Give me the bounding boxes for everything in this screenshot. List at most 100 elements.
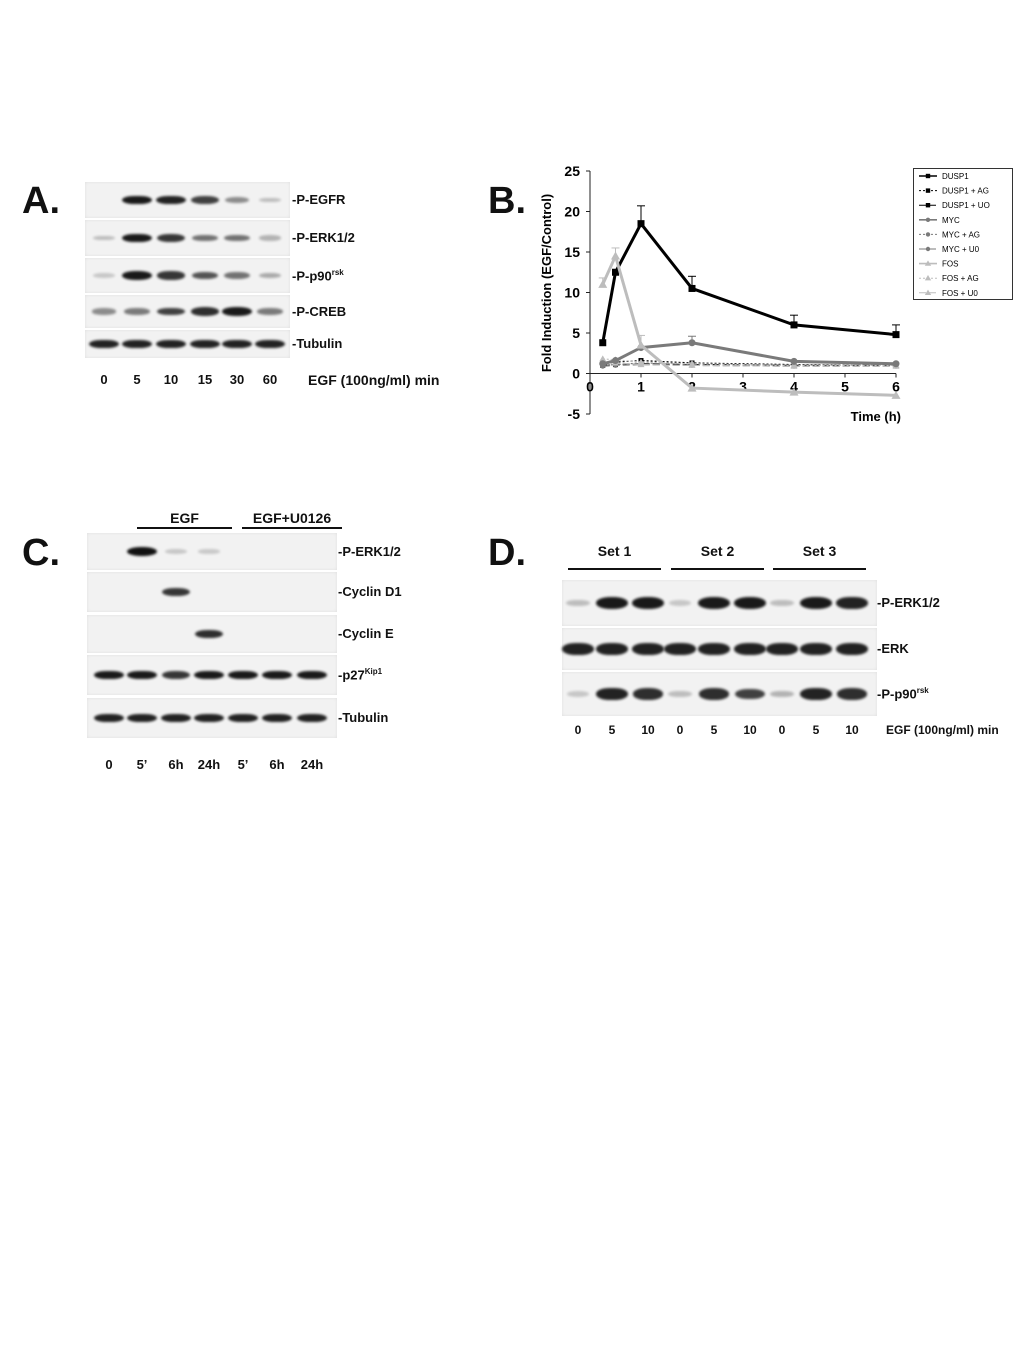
panel-c-letter: C. <box>22 532 60 574</box>
band <box>156 339 186 349</box>
legend-marker <box>925 246 931 252</box>
data-point <box>688 339 696 347</box>
y-tick-label: 0 <box>572 366 580 382</box>
legend-entry: MYC + U0 <box>942 245 980 254</box>
y-tick-label: 15 <box>564 244 580 260</box>
band <box>122 233 152 243</box>
band <box>224 196 250 204</box>
protein-name: -P-p90 <box>877 686 917 702</box>
band <box>91 308 117 315</box>
band <box>800 643 832 655</box>
y-axis-label: Fold Induction (EGF/Control) <box>539 194 554 372</box>
blot-strip <box>85 295 290 328</box>
x-tick-label: 1 <box>637 379 645 395</box>
series-line <box>602 358 896 366</box>
set-bracket-2 <box>671 568 764 570</box>
data-point <box>688 284 696 292</box>
blot-strip <box>87 572 337 612</box>
band <box>161 670 191 680</box>
panel-d-letter: D. <box>488 532 526 574</box>
series-line <box>601 220 897 343</box>
row-label: -ERK <box>877 641 909 656</box>
band <box>800 597 832 609</box>
band <box>297 713 327 723</box>
band <box>122 339 152 349</box>
band <box>93 273 115 278</box>
row-label: -Cyclin E <box>338 626 394 641</box>
data-point <box>790 357 798 365</box>
lane-label: 5’ <box>237 757 249 772</box>
panel-b-line-chart: Fold Induction (EGF/Control) Time (h) -5… <box>539 163 901 424</box>
band <box>596 643 628 655</box>
band <box>94 713 124 723</box>
row-label: -P-ERK1/2 <box>292 230 355 245</box>
legend-entry: FOS + U0 <box>942 289 978 298</box>
band <box>734 643 766 655</box>
data-point <box>688 361 696 368</box>
y-tick-label: 10 <box>564 285 580 301</box>
band <box>127 670 157 680</box>
lane-label: 5 <box>608 723 616 737</box>
x-axis-label: Time (h) <box>851 409 901 424</box>
data-point <box>612 268 619 276</box>
set-bracket-1 <box>568 568 661 570</box>
set-label-1: Set 1 <box>597 543 632 559</box>
band <box>127 547 157 556</box>
band <box>632 597 664 609</box>
series-fos <box>598 247 901 399</box>
lane-label: 0 <box>105 757 113 772</box>
band <box>224 234 250 242</box>
data-point <box>599 360 607 368</box>
panel-a-letter: A. <box>22 180 60 222</box>
band <box>192 234 218 242</box>
band <box>259 197 281 203</box>
lane-label: 10 <box>641 723 655 737</box>
protein-name: -ERK <box>877 641 909 656</box>
legend-entry: FOS <box>942 260 958 269</box>
band <box>698 597 730 609</box>
lane-label: 60 <box>262 372 278 387</box>
band <box>596 688 628 700</box>
data-point <box>790 321 798 329</box>
band <box>198 549 220 554</box>
band <box>124 308 150 315</box>
legend-marker <box>924 260 932 266</box>
series-dusp1 <box>599 205 900 347</box>
band <box>165 549 187 554</box>
band <box>122 271 152 280</box>
band <box>127 713 157 723</box>
x-tick-label: 5 <box>841 379 849 395</box>
band <box>228 670 258 680</box>
band <box>191 196 219 204</box>
protein-name: -P-EGFR <box>292 192 346 207</box>
band <box>297 670 327 680</box>
row-label: -P-ERK1/2 <box>877 595 940 610</box>
band <box>836 643 868 655</box>
band <box>836 597 868 609</box>
x-axis-label: EGF (100ng/ml) min <box>308 372 440 388</box>
band <box>157 307 185 316</box>
band <box>664 643 696 655</box>
band <box>562 643 594 655</box>
x-tick-label: 0 <box>586 379 594 395</box>
band <box>228 713 258 723</box>
data-point <box>892 331 900 339</box>
protein-name: -P-ERK1/2 <box>292 230 355 245</box>
legend-marker <box>925 203 931 208</box>
legend-marker <box>925 232 931 237</box>
data-point <box>789 387 799 396</box>
x-tick-label: 6 <box>892 379 900 395</box>
group-label-egf-u0126: EGF+U0126 <box>252 510 332 526</box>
band <box>836 688 868 700</box>
protein-name: -Tubulin <box>292 336 343 351</box>
data-point <box>612 357 619 365</box>
row-label: -Tubulin <box>292 336 342 351</box>
band <box>94 670 124 680</box>
band <box>668 690 692 698</box>
band <box>190 307 220 316</box>
legend-marker <box>925 188 931 193</box>
row-label: -P-CREB <box>292 304 346 319</box>
lane-label: 5’ <box>136 757 148 772</box>
legend-entry: MYC <box>942 216 960 225</box>
series-line <box>602 359 897 366</box>
